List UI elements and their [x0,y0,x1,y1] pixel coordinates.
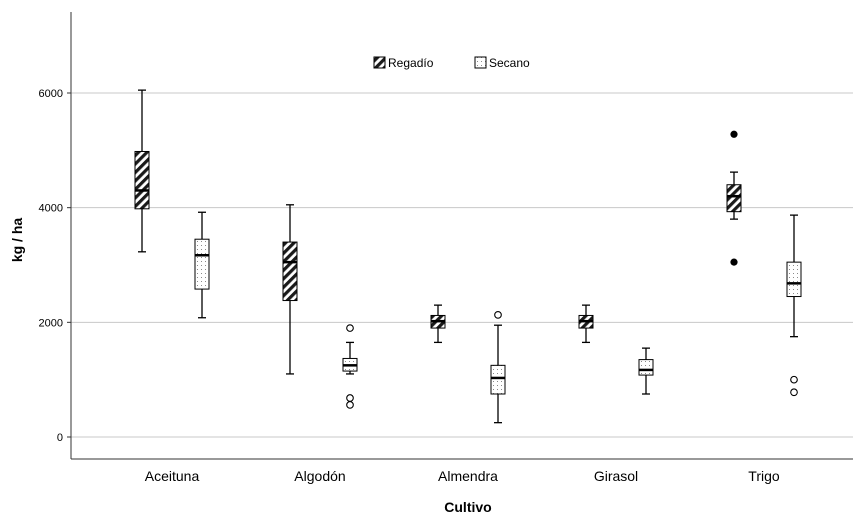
x-tick-label-1: Algodón [294,468,345,484]
box-iqr [786,261,802,298]
y-ticks: 0 2000 4000 6000 [39,88,71,444]
legend-swatch-0 [373,56,386,69]
legend-label-0: Regadío [388,56,434,70]
outlier-filled-1 [730,258,738,266]
x-tick-labels: Aceituna Algodón Almendra Girasol Trigo [145,468,780,484]
box-Secano-Almendra [490,311,506,424]
box-iqr [638,359,654,376]
outlier-open-2 [346,401,354,409]
box-iqr [726,184,742,213]
legend-swatch-1 [474,56,487,69]
box-Regadío-Trigo [726,130,742,266]
outlier-open-0 [346,324,354,332]
box-Regadío-Girasol [578,304,594,344]
outlier-open-1 [790,388,798,397]
x-tick-label-2: Almendra [438,468,498,484]
legend: Regadío Secano [373,56,530,70]
y-tick-label-0: 0 [57,432,63,444]
box-Secano-Girasol [638,347,654,395]
outlier-open-1 [346,394,354,402]
legend-label-1: Secano [489,56,530,70]
box-iqr [194,238,210,290]
outlier-open-0 [494,311,502,319]
box-Secano-Algodón [342,324,358,409]
x-axis-title: Cultivo [444,499,491,515]
x-tick-label-4: Trigo [748,468,780,484]
box-Secano-Aceituna [194,211,210,319]
box-Regadío-Aceituna [134,89,150,253]
box-Regadío-Algodón [282,204,298,375]
x-tick-label-3: Girasol [594,468,638,484]
box-iqr [134,150,150,210]
box-Regadío-Almendra [430,304,446,344]
outlier-filled-0 [730,130,738,138]
y-tick-label-4000: 4000 [39,203,63,215]
y-axis-title: kg / ha [9,218,25,263]
axes [70,12,853,460]
y-tick-label-2000: 2000 [39,317,63,329]
x-tick-label-0: Aceituna [145,468,200,484]
grid-lines [71,92,853,438]
box-Secano-Trigo [786,214,802,397]
box-iqr [490,364,506,395]
box-iqr [282,241,298,302]
boxes [134,89,802,424]
outlier-open-0 [790,375,798,384]
y-tick-label-6000: 6000 [39,88,63,100]
